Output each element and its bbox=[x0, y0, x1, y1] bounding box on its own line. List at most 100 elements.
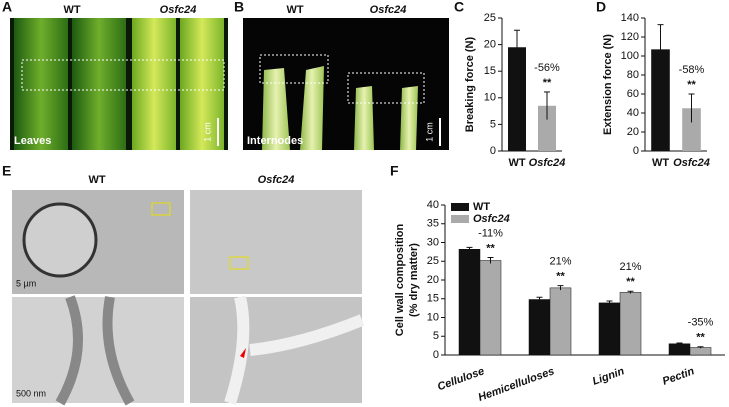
legend-label: Osfc24 bbox=[473, 213, 510, 225]
bar bbox=[538, 105, 556, 151]
bar bbox=[651, 49, 670, 151]
y-tick-label: 120 bbox=[621, 31, 639, 43]
y-tick-label: 0 bbox=[490, 145, 496, 157]
internode bbox=[354, 86, 374, 150]
x-tick-label: Lignin bbox=[591, 365, 626, 388]
highlight-box bbox=[21, 59, 225, 91]
y-tick-label: 15 bbox=[427, 293, 439, 305]
y-axis-label: Cell wall composition bbox=[394, 223, 406, 336]
bar bbox=[682, 108, 701, 151]
leaf bbox=[180, 18, 224, 150]
significance: ** bbox=[696, 332, 705, 344]
legend-label: WT bbox=[473, 201, 490, 213]
significance: ** bbox=[543, 77, 552, 89]
panel-label: A bbox=[2, 0, 12, 15]
y-tick-label: 80 bbox=[627, 69, 639, 81]
cell-wall bbox=[224, 295, 365, 405]
genotype-label: Osfc24 bbox=[258, 174, 295, 186]
x-tick-label: Cellulose bbox=[436, 365, 486, 393]
scale-label: 1 cm bbox=[424, 122, 434, 142]
y-axis-label: (% dry matter) bbox=[408, 243, 420, 317]
scale-label: 500 nm bbox=[16, 388, 46, 398]
y-tick-label: 5 bbox=[433, 330, 439, 342]
x-tick-label: Osfc24 bbox=[529, 157, 566, 169]
y-tick-label: 5 bbox=[490, 118, 496, 130]
x-tick-label: Osfc24 bbox=[673, 157, 710, 169]
highlight-box bbox=[151, 202, 171, 216]
y-tick-label: 0 bbox=[433, 349, 439, 361]
y-tick-label: 25 bbox=[484, 12, 496, 24]
bar bbox=[458, 249, 481, 356]
y-tick-label: 140 bbox=[621, 12, 639, 24]
photo-caption: Leaves bbox=[14, 135, 51, 147]
x-tick-label: Hemicelluloses bbox=[477, 365, 556, 404]
highlight-box bbox=[347, 72, 425, 104]
y-tick-label: 10 bbox=[484, 92, 496, 104]
bar bbox=[619, 292, 642, 356]
internode bbox=[300, 66, 324, 150]
change-label: -58% bbox=[679, 64, 705, 76]
bar bbox=[689, 347, 712, 356]
panel-label: F bbox=[390, 163, 399, 179]
panel-label: D bbox=[596, 0, 606, 15]
y-tick-label: 25 bbox=[427, 255, 439, 267]
arrow bbox=[240, 348, 246, 358]
x-tick-label: WT bbox=[652, 157, 669, 169]
change-label: 21% bbox=[619, 261, 641, 273]
change-label: 21% bbox=[549, 256, 571, 268]
change-label: -11% bbox=[478, 227, 503, 239]
bar bbox=[549, 287, 572, 356]
change-label: -35% bbox=[688, 317, 714, 329]
highlight-box bbox=[259, 54, 329, 84]
bar bbox=[508, 47, 526, 152]
genotype-label: WT bbox=[63, 4, 80, 16]
y-tick-label: 100 bbox=[621, 50, 639, 62]
legend-swatch bbox=[451, 215, 469, 223]
y-tick-label: 30 bbox=[427, 236, 439, 248]
y-tick-label: 60 bbox=[627, 88, 639, 100]
change-label: -56% bbox=[534, 62, 560, 74]
y-tick-label: 20 bbox=[427, 274, 439, 286]
significance: ** bbox=[687, 79, 696, 91]
bar bbox=[528, 299, 551, 356]
significance: ** bbox=[556, 271, 565, 283]
bar bbox=[479, 260, 502, 356]
internode bbox=[400, 86, 418, 150]
tem-image bbox=[190, 190, 362, 294]
genotype-label: Osfc24 bbox=[160, 4, 197, 16]
scale-label: 5 µm bbox=[16, 278, 36, 288]
significance: ** bbox=[486, 242, 495, 254]
bar bbox=[668, 343, 691, 356]
y-axis-label: Extension force (N) bbox=[602, 34, 614, 135]
photo-caption: Internodes bbox=[247, 135, 303, 147]
y-tick-label: 40 bbox=[427, 199, 439, 211]
y-tick-label: 35 bbox=[427, 218, 439, 230]
leaf bbox=[14, 18, 68, 150]
significance: ** bbox=[626, 276, 635, 288]
y-tick-label: 15 bbox=[484, 65, 496, 77]
highlight-box bbox=[229, 256, 249, 270]
y-tick-label: 10 bbox=[427, 311, 439, 323]
cell-wall bbox=[55, 295, 135, 406]
y-tick-label: 40 bbox=[627, 107, 639, 119]
cell bbox=[22, 202, 98, 278]
panel-label: B bbox=[234, 0, 244, 15]
y-tick-label: 20 bbox=[627, 126, 639, 138]
panel-label: C bbox=[454, 0, 464, 15]
genotype-label: Osfc24 bbox=[370, 4, 407, 16]
x-tick-label: WT bbox=[508, 157, 525, 169]
tem-image bbox=[12, 297, 184, 403]
panel-label: E bbox=[2, 163, 11, 179]
internode bbox=[262, 68, 290, 150]
genotype-label: WT bbox=[88, 174, 105, 186]
legend-swatch bbox=[451, 203, 469, 211]
x-tick-label: Pectin bbox=[661, 365, 696, 388]
genotype-label: WT bbox=[286, 4, 303, 16]
leaf bbox=[132, 18, 176, 150]
y-axis-label: Breaking force (N) bbox=[464, 36, 476, 132]
scale-label: 1 cm bbox=[202, 122, 212, 142]
leaf bbox=[72, 18, 126, 150]
bar bbox=[598, 302, 621, 356]
y-tick-label: 0 bbox=[633, 145, 639, 157]
